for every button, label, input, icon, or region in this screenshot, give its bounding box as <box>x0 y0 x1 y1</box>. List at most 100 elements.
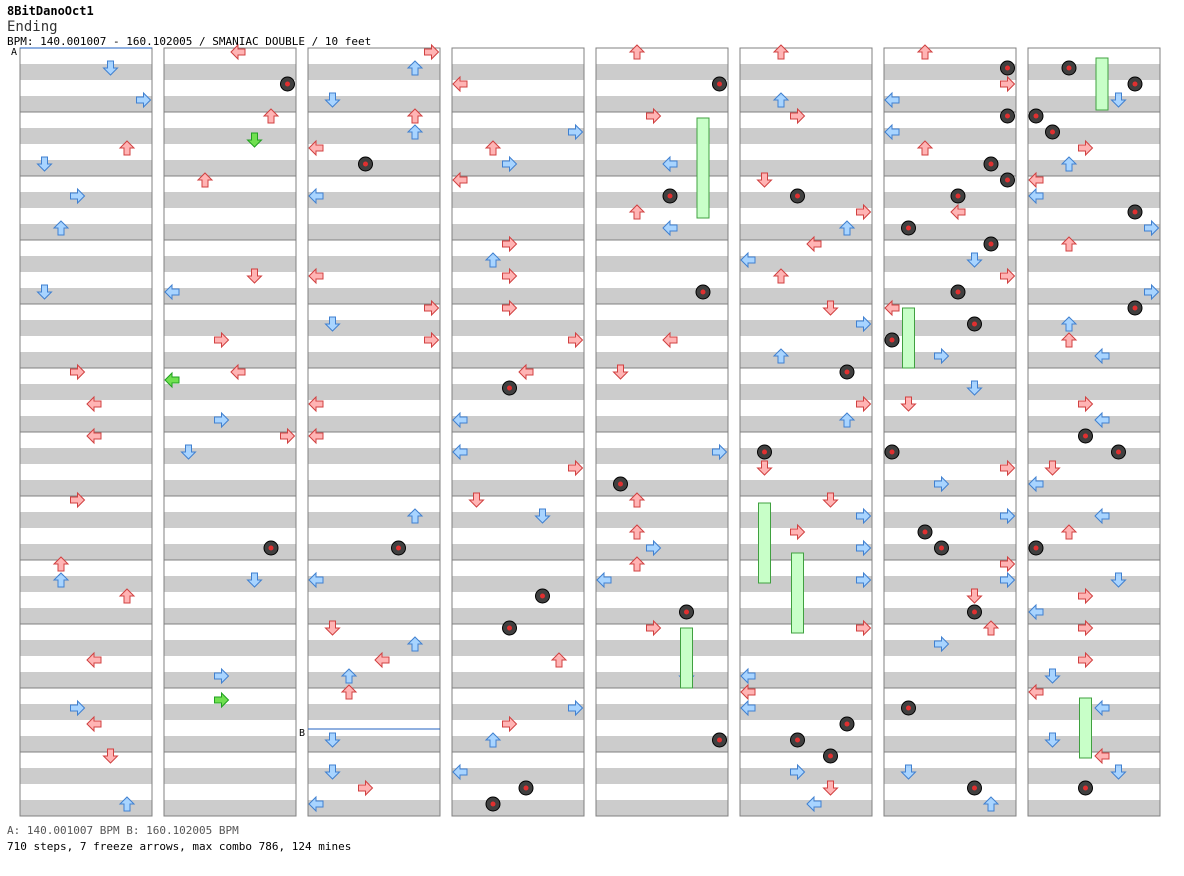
beat-stripe <box>308 416 440 432</box>
beat-stripe <box>1028 160 1160 176</box>
beat-stripe <box>164 688 296 704</box>
beat-stripe <box>308 752 440 768</box>
step-arrow-icon <box>884 123 900 141</box>
beat-stripe <box>164 320 296 336</box>
beat-stripe <box>596 352 728 368</box>
mine-core <box>1083 785 1088 791</box>
mine-core <box>844 721 850 727</box>
beat-stripe <box>740 448 872 464</box>
beat-stripe <box>1028 64 1160 80</box>
column-border <box>307 47 441 817</box>
step-arrow-icon <box>452 75 468 93</box>
beat-stripe <box>884 784 1016 800</box>
step-arrow-icon <box>452 171 468 189</box>
beat-stripe <box>884 768 1016 784</box>
step-arrow-icon <box>838 220 856 236</box>
beat-stripe <box>1028 544 1160 560</box>
beat-stripe <box>164 144 296 160</box>
beat-stripe <box>884 544 1016 560</box>
step-arrow-icon <box>308 427 324 445</box>
beat-stripe <box>20 160 152 176</box>
step-arrow-icon <box>86 651 102 669</box>
beat-stripe <box>452 784 584 800</box>
step-arrow-icon <box>1094 347 1110 365</box>
beat-stripe <box>452 272 584 288</box>
beat-stripe <box>1028 432 1160 448</box>
column-border <box>883 47 1017 817</box>
mine-core <box>523 785 529 791</box>
beat-stripe <box>452 320 584 336</box>
mine-core <box>972 609 977 615</box>
beat-stripe <box>1028 192 1160 208</box>
beat-stripe <box>308 256 440 272</box>
beat-stripe <box>20 528 152 544</box>
beat-stripe <box>308 208 440 224</box>
step-arrow-icon <box>118 588 136 604</box>
step-arrow-icon <box>518 363 534 381</box>
step-arrow-icon <box>856 203 872 221</box>
beat-stripe <box>308 544 440 560</box>
beat-stripe <box>20 688 152 704</box>
beat-stripe <box>884 432 1016 448</box>
step-arrow-icon <box>424 331 440 349</box>
beat-stripe <box>884 48 1016 64</box>
beat-stripe <box>740 624 872 640</box>
beat-stripe <box>20 304 152 320</box>
beat-stripe <box>740 736 872 752</box>
step-arrow-icon <box>568 459 584 477</box>
freeze-arrow <box>696 117 710 219</box>
beat-stripe <box>452 544 584 560</box>
beat-stripe <box>452 240 584 256</box>
beat-stripe <box>596 432 728 448</box>
beat-stripe <box>740 160 872 176</box>
beat-stripe <box>1028 528 1160 544</box>
mine-core <box>1083 433 1088 439</box>
beat-stripe <box>20 624 152 640</box>
beat-stripe <box>884 608 1016 624</box>
step-arrow-icon <box>70 699 86 717</box>
step-arrow-icon <box>214 331 230 349</box>
beat-stripe <box>1028 416 1160 432</box>
step-arrow-icon <box>280 427 296 445</box>
chart-column-2 <box>163 43 297 817</box>
step-arrow-icon <box>756 172 773 188</box>
beat-stripe <box>452 192 584 208</box>
step-arrow-icon <box>884 299 900 317</box>
beat-stripe <box>1028 48 1160 64</box>
step-arrow-icon <box>406 636 424 652</box>
step-arrow-icon <box>856 507 872 525</box>
step-arrow-icon <box>324 732 341 748</box>
beat-stripe <box>1028 320 1160 336</box>
beat-stripe <box>884 704 1016 720</box>
beat-stripe <box>596 800 728 816</box>
step-arrow-icon <box>884 91 900 109</box>
beat-stripe <box>740 432 872 448</box>
beat-stripe <box>20 368 152 384</box>
step-arrow-icon <box>966 380 983 396</box>
beat-stripe <box>884 288 1016 304</box>
beat-stripe <box>596 96 728 112</box>
freeze-arrow <box>758 502 771 584</box>
beat-stripe <box>308 176 440 192</box>
step-arrow-icon <box>502 155 518 173</box>
beat-stripe <box>740 560 872 576</box>
beat-stripe <box>452 224 584 240</box>
step-arrow-icon <box>180 444 197 460</box>
beat-stripe <box>164 704 296 720</box>
step-arrow-icon <box>822 492 839 508</box>
beat-stripe <box>1028 256 1160 272</box>
step-arrow-icon <box>628 492 646 508</box>
mine-core <box>795 737 800 743</box>
column-border <box>595 47 729 817</box>
step-arrow-icon <box>214 411 230 429</box>
step-arrow-icon <box>502 235 518 253</box>
mine-core <box>1033 545 1039 551</box>
beat-stripe <box>308 128 440 144</box>
beat-stripe <box>740 272 872 288</box>
chart-column-6 <box>739 44 873 817</box>
step-arrow-icon <box>1060 156 1078 172</box>
chart-column-8 <box>1027 47 1161 817</box>
mine-core <box>507 385 512 391</box>
beat-stripe <box>20 672 152 688</box>
beat-stripe <box>308 160 440 176</box>
